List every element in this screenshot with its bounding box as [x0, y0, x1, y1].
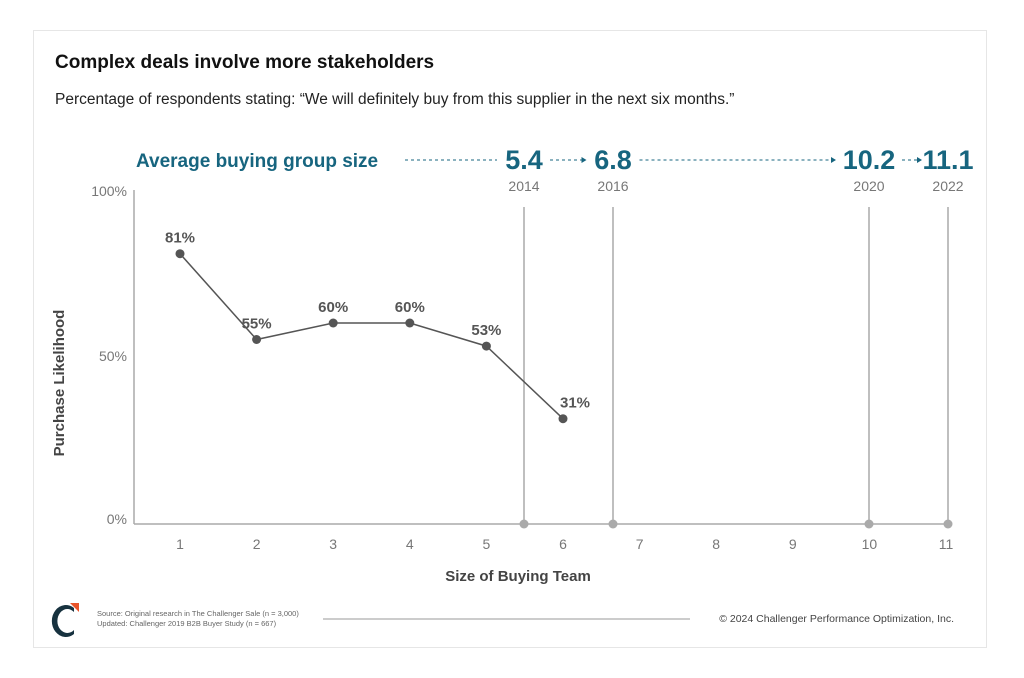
- footer-source: Source: Original research in The Challen…: [97, 609, 299, 618]
- buying-group-value: 6.8: [594, 145, 632, 175]
- data-label: 55%: [242, 316, 272, 333]
- y-tick-label: 0%: [107, 511, 127, 527]
- x-tick-label: 11: [939, 536, 954, 552]
- y-tick-label: 100%: [91, 183, 127, 199]
- data-label: 81%: [165, 230, 195, 247]
- data-point: [405, 318, 415, 328]
- x-tick-label: 9: [789, 536, 797, 552]
- buying-group-value: 10.2: [843, 145, 896, 175]
- year-axis-dot: [519, 519, 529, 529]
- x-tick-label: 2: [253, 536, 261, 552]
- year-axis-dot: [943, 519, 953, 529]
- arrow-head-icon: [917, 157, 922, 163]
- data-label: 60%: [318, 299, 348, 316]
- chart-title: Complex deals involve more stakeholders: [55, 52, 434, 73]
- x-tick-label: 10: [862, 536, 878, 552]
- buying-group-value: 5.4: [505, 145, 543, 175]
- footer-copyright: © 2024 Challenger Performance Optimizati…: [719, 613, 954, 625]
- arrow-head-icon: [831, 157, 836, 163]
- chart-subtitle: Percentage of respondents stating: “We w…: [55, 91, 734, 108]
- y-axis-title: Purchase Likelihood: [51, 310, 68, 457]
- x-tick-label: 5: [483, 536, 491, 552]
- data-point: [558, 414, 568, 424]
- arrow-head-icon: [581, 157, 587, 163]
- x-axis-title: Size of Buying Team: [445, 568, 591, 585]
- x-tick-label: 1: [176, 536, 184, 552]
- x-tick-label: 4: [406, 536, 414, 552]
- year-label: 2022: [932, 178, 963, 194]
- data-point: [328, 318, 338, 328]
- year-label: 2020: [853, 178, 884, 194]
- data-point: [252, 335, 262, 344]
- challenger-logo: [51, 603, 79, 638]
- series-line: [179, 253, 564, 420]
- year-label: 2014: [508, 178, 539, 194]
- x-tick-label: 3: [329, 536, 337, 552]
- buying-group-value: 11.1: [922, 145, 973, 175]
- buying-group-label: Average buying group size: [136, 151, 378, 172]
- x-tick-label: 6: [559, 536, 567, 552]
- year-axis-dot: [864, 519, 874, 529]
- y-tick-label: 50%: [99, 348, 127, 364]
- footer-updated: Updated: Challenger 2019 B2B Buyer Study…: [97, 619, 277, 628]
- data-label: 53%: [471, 322, 501, 339]
- data-point: [175, 249, 185, 259]
- x-tick-label: 8: [712, 536, 720, 552]
- card-border: [33, 30, 987, 648]
- year-axis-dot: [608, 519, 618, 529]
- data-point: [481, 341, 491, 351]
- data-label: 31%: [560, 395, 590, 412]
- x-tick-label: 7: [636, 536, 644, 552]
- year-label: 2016: [597, 178, 628, 194]
- data-label: 60%: [395, 299, 425, 316]
